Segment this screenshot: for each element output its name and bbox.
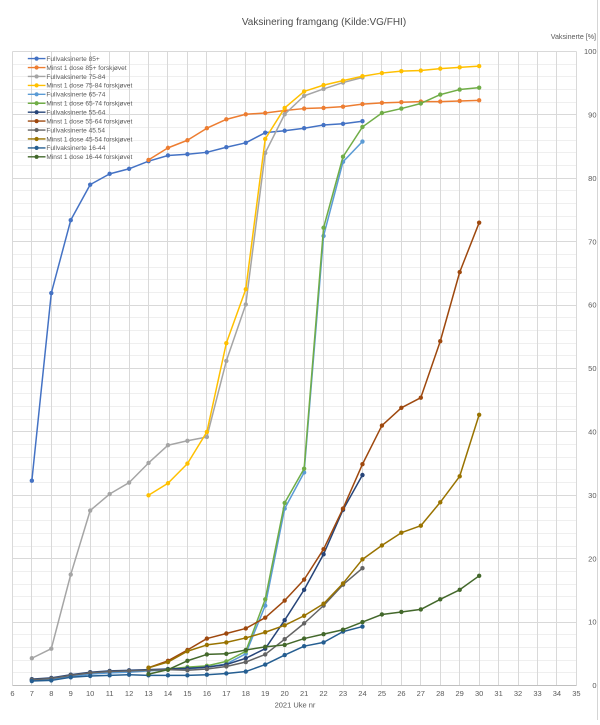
svg-text:80: 80 [588,174,596,183]
svg-text:40: 40 [588,428,596,437]
svg-text:30: 30 [588,491,596,500]
svg-text:32: 32 [514,689,522,698]
svg-text:31: 31 [494,689,502,698]
svg-text:Vaksinering framgang (Kilde:VG: Vaksinering framgang (Kilde:VG/FHI) [242,17,406,28]
svg-text:8: 8 [49,689,53,698]
svg-text:26: 26 [397,689,405,698]
svg-text:50: 50 [588,364,596,373]
svg-text:17: 17 [222,689,230,698]
svg-text:60: 60 [588,301,596,310]
svg-text:19: 19 [261,689,269,698]
svg-text:70: 70 [588,237,596,246]
svg-text:29: 29 [456,689,464,698]
svg-text:10: 10 [86,689,94,698]
svg-text:20: 20 [588,554,596,563]
svg-text:34: 34 [553,689,561,698]
svg-text:25: 25 [378,689,386,698]
svg-text:0: 0 [592,681,596,690]
svg-text:35: 35 [572,689,580,698]
svg-text:Fullvaksinerte 85+: Fullvaksinerte 85+ [46,56,99,63]
svg-text:Minst 1 dose 85+ forskjøvet: Minst 1 dose 85+ forskjøvet [46,65,126,72]
svg-text:33: 33 [533,689,541,698]
svg-text:13: 13 [144,689,152,698]
svg-text:20: 20 [280,689,288,698]
svg-text:6: 6 [10,689,14,698]
svg-text:Vaksinerte [%]: Vaksinerte [%] [551,33,596,41]
svg-text:7: 7 [30,689,34,698]
svg-text:Minst 1 dose 16-44 forskjøvet: Minst 1 dose 16-44 forskjøvet [46,154,132,161]
svg-text:27: 27 [417,689,425,698]
svg-text:11: 11 [106,689,114,698]
svg-text:Fullvaksinerte 75-84: Fullvaksinerte 75-84 [46,74,105,81]
svg-text:9: 9 [69,689,73,698]
svg-text:18: 18 [242,689,250,698]
svg-text:28: 28 [436,689,444,698]
svg-text:14: 14 [164,689,172,698]
svg-text:Minst 1 dose 45-54 forskjøvet: Minst 1 dose 45-54 forskjøvet [46,136,132,143]
svg-text:2021 Uke nr: 2021 Uke nr [275,701,316,710]
svg-text:Fullvaksinerte 16-44: Fullvaksinerte 16-44 [46,145,105,152]
svg-text:Fullvaksinerte 65-74: Fullvaksinerte 65-74 [46,92,105,99]
svg-text:21: 21 [300,689,308,698]
svg-text:10: 10 [588,618,596,627]
svg-text:Fullvaksinerte 55-64: Fullvaksinerte 55-64 [46,109,105,116]
svg-text:Minst 1 dose 55-64 forskjøvet: Minst 1 dose 55-64 forskjøvet [46,118,132,125]
svg-text:Minst 1 dose 65-74 forskjøvet: Minst 1 dose 65-74 forskjøvet [46,101,132,108]
svg-text:Fullvaksinerte 45.54: Fullvaksinerte 45.54 [46,127,105,134]
svg-text:30: 30 [475,689,483,698]
svg-text:24: 24 [358,689,366,698]
svg-text:100: 100 [584,47,597,56]
svg-text:90: 90 [588,111,596,120]
svg-text:12: 12 [125,689,133,698]
svg-text:23: 23 [339,689,347,698]
svg-text:Minst 1 dose 75-84 forskjøvet: Minst 1 dose 75-84 forskjøvet [46,83,132,90]
svg-text:15: 15 [183,689,191,698]
svg-text:22: 22 [319,689,327,698]
svg-text:16: 16 [203,689,211,698]
